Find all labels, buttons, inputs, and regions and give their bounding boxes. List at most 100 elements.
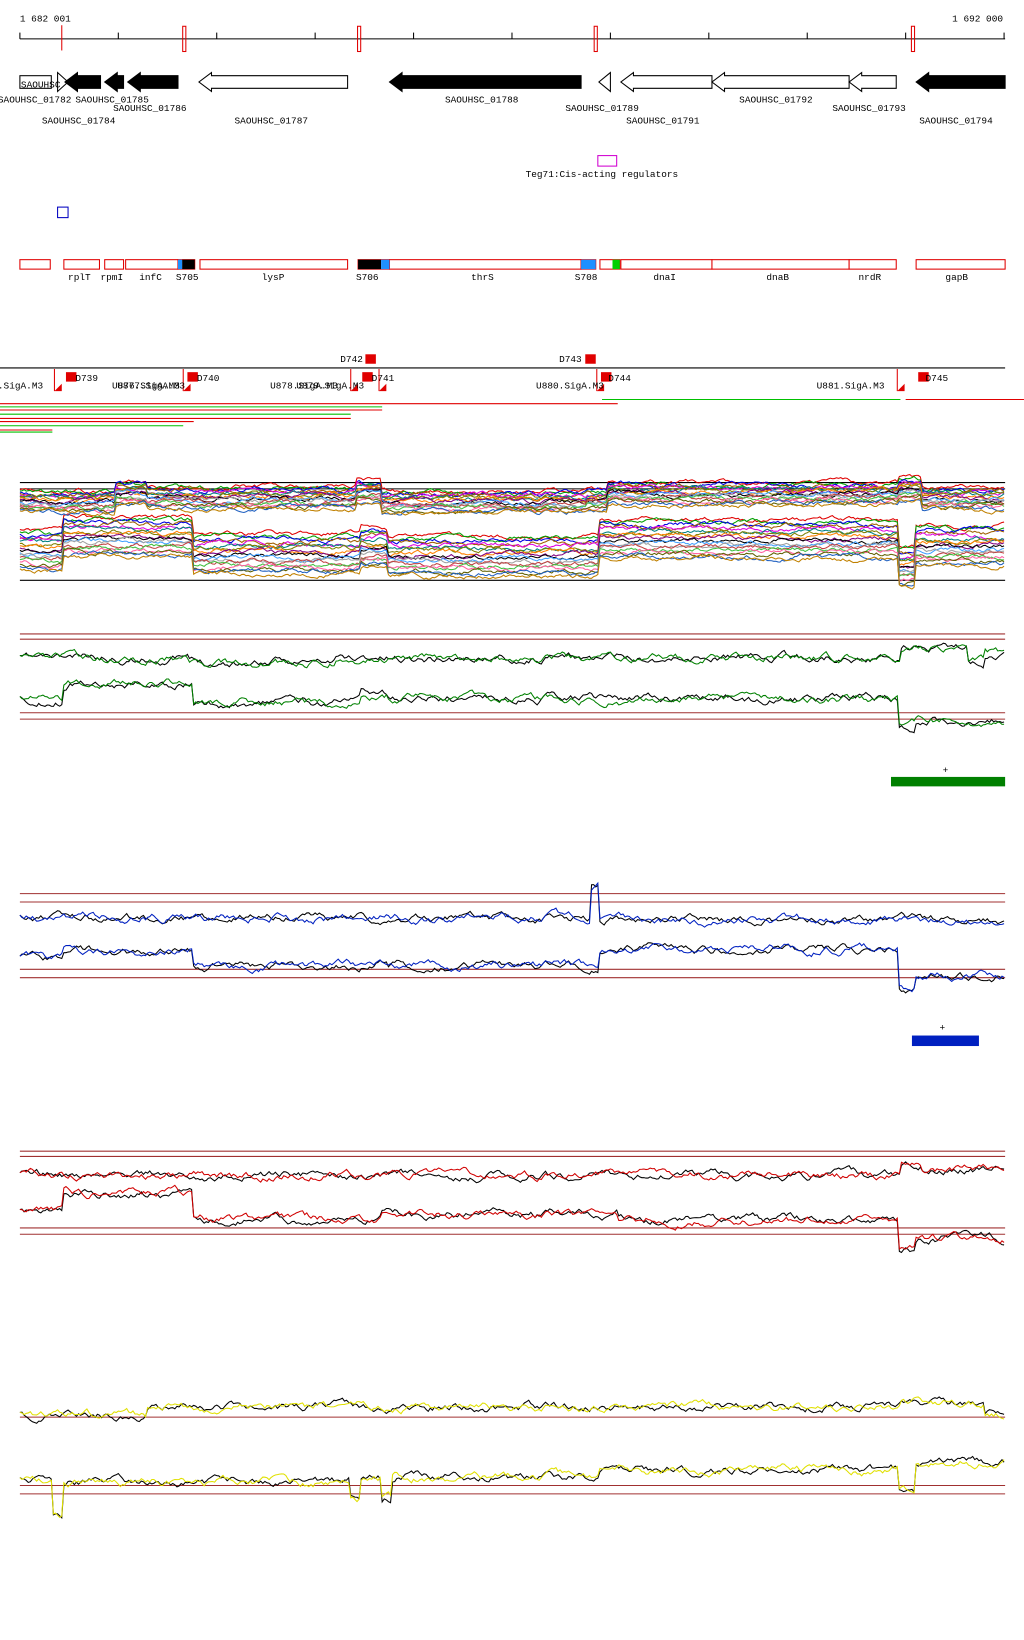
strand-label: + xyxy=(939,1023,945,1034)
strand-bar xyxy=(890,776,1006,787)
promoter-label: U877.SigA.M3 xyxy=(117,380,185,391)
promoter-arrow xyxy=(350,383,359,392)
feature-label: D742 xyxy=(340,354,363,365)
feature-label: D739 xyxy=(75,373,98,384)
gene-arrow xyxy=(915,71,1006,93)
ruler-end: 1 692 000 xyxy=(952,13,1003,24)
signal xyxy=(19,536,1005,574)
site xyxy=(381,259,390,270)
promoter-arrow xyxy=(897,383,905,392)
gene-arrow xyxy=(711,71,850,93)
operon-box xyxy=(63,259,100,270)
marker xyxy=(357,25,362,53)
operon-box xyxy=(125,259,179,270)
site xyxy=(581,259,596,270)
feature-flag xyxy=(187,372,198,382)
signal xyxy=(19,644,1005,669)
signal xyxy=(19,1455,1005,1520)
signal xyxy=(19,1161,1005,1183)
feature-label: D740 xyxy=(197,373,220,384)
feature-flag xyxy=(600,372,612,382)
promoter-label: .SigA.M3 xyxy=(0,380,43,391)
signal xyxy=(19,1184,1005,1250)
feature-flag xyxy=(585,354,596,364)
signal xyxy=(19,483,1005,504)
operon-box xyxy=(388,259,582,270)
signal xyxy=(19,1187,1005,1254)
marker xyxy=(593,25,598,53)
gene-label: SAOUHSC_01787 xyxy=(235,115,308,126)
blue-box xyxy=(57,206,69,219)
feature-flag xyxy=(365,354,376,364)
gene-arrow xyxy=(126,71,179,93)
gene-arrow xyxy=(103,71,125,93)
strand-bar xyxy=(911,1035,979,1047)
operon-box xyxy=(848,259,897,270)
feature-label: D744 xyxy=(608,373,631,384)
signal xyxy=(19,543,1005,578)
operon-box xyxy=(915,259,1006,270)
signal xyxy=(19,678,1005,728)
gene-label: SAOUHSC_01789 xyxy=(565,103,639,114)
operon-box xyxy=(19,259,51,270)
signal xyxy=(19,552,1005,590)
gene-label: SAOUHSC_01793 xyxy=(832,103,906,114)
site xyxy=(182,259,195,270)
promoter-label: U879.SigA.M3 xyxy=(296,380,364,391)
operon-label: infC xyxy=(139,272,162,283)
signal xyxy=(19,493,1005,515)
marker xyxy=(910,25,916,53)
promoter-label: U881.SigA.M3 xyxy=(817,380,885,391)
operon-label: lysP xyxy=(262,272,285,283)
gene-label: SAOUHSC_01794 xyxy=(919,115,993,126)
gene-arrow xyxy=(598,71,611,93)
site xyxy=(612,259,620,270)
operon-label: dnaB xyxy=(766,272,789,283)
operon-label: S705 xyxy=(176,272,199,283)
annotation-box xyxy=(597,155,618,167)
gene-label: SAOUHSC_01788 xyxy=(445,94,519,105)
feature-flag xyxy=(65,372,77,382)
gene-arrow xyxy=(64,71,102,93)
gene-label: SAOUHSC_01782 xyxy=(0,94,71,105)
view: 1 682 001 1 692 000 SAOUHSC SAOUHSC_01782 SA… xyxy=(0,13,1024,1520)
promoter-arrow xyxy=(54,383,62,392)
signal xyxy=(19,942,1005,993)
gene-arrow xyxy=(57,71,69,93)
feature-label: D743 xyxy=(559,354,582,365)
operon-label: rplT xyxy=(68,272,91,283)
feature-flag xyxy=(918,372,929,382)
operon-box xyxy=(620,259,713,270)
gene-label: SAOUHSC_01786 xyxy=(113,103,187,114)
gene-arrow xyxy=(848,71,897,93)
promoter-label: U878.SigA.M3 xyxy=(270,380,338,391)
operon-label: dnaI xyxy=(653,272,676,283)
operon-box xyxy=(711,259,850,270)
feature-label: D741 xyxy=(372,373,395,384)
gene-label: SAOUHSC_01792 xyxy=(739,94,812,105)
operon-box xyxy=(199,259,349,270)
signal xyxy=(19,1459,1005,1519)
signal xyxy=(19,518,1005,555)
signal xyxy=(19,547,1005,582)
gene-box xyxy=(19,75,52,89)
signal xyxy=(19,1396,1005,1420)
feature-label: D745 xyxy=(926,373,949,384)
signal xyxy=(19,881,1005,928)
signal xyxy=(19,680,1005,734)
site xyxy=(358,259,382,270)
operon-label: nrdR xyxy=(859,272,882,283)
gene-label: SAOUHSC_01785 xyxy=(75,94,149,105)
feature-flag xyxy=(362,372,373,382)
operon-label: rpmI xyxy=(101,272,124,283)
signal xyxy=(19,530,1005,567)
signal xyxy=(19,541,1005,577)
gene-label: SAOUHSC xyxy=(21,80,61,91)
strand-label: + xyxy=(943,765,949,776)
ruler-start: 1 682 001 xyxy=(20,13,71,24)
signal xyxy=(19,642,1005,669)
gene-arrow xyxy=(198,71,349,93)
gene-label: SAOUHSC_01791 xyxy=(626,115,700,126)
operon-label: gapB xyxy=(945,272,968,283)
operon-label: thrS xyxy=(471,272,494,283)
